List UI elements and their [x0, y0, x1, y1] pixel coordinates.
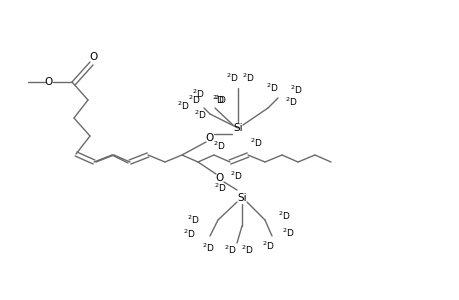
Text: Si: Si	[237, 193, 246, 203]
Text: O: O	[90, 52, 98, 62]
Text: O: O	[206, 133, 213, 143]
Text: $^{2}$D: $^{2}$D	[177, 100, 190, 112]
Text: $^{2}$D: $^{2}$D	[191, 88, 204, 100]
Text: $^{2}$D: $^{2}$D	[214, 182, 226, 194]
Text: $^{2}$D: $^{2}$D	[223, 244, 236, 256]
Text: O: O	[215, 173, 224, 183]
Text: $^{2}$D: $^{2}$D	[265, 82, 278, 94]
Text: $^{2}$D: $^{2}$D	[225, 72, 238, 84]
Text: O: O	[45, 77, 53, 87]
Text: $^{2}$D: $^{2}$D	[183, 228, 196, 240]
Text: $^{2}$D: $^{2}$D	[230, 170, 242, 182]
Text: $^{2}$D: $^{2}$D	[213, 140, 225, 152]
Text: $^{2}$D: $^{2}$D	[277, 210, 290, 222]
Text: $^{2}$D: $^{2}$D	[249, 137, 262, 149]
Text: $^{2}$D: $^{2}$D	[188, 94, 201, 106]
Text: Si: Si	[233, 123, 242, 133]
Text: $^{2}$D: $^{2}$D	[289, 84, 302, 96]
Text: $^{2}$D: $^{2}$D	[241, 72, 254, 84]
Text: $^{2}$D: $^{2}$D	[261, 240, 274, 252]
Text: $^{2}$D: $^{2}$D	[285, 96, 297, 108]
Text: $^{2}$D: $^{2}$D	[201, 242, 214, 254]
Text: $^{2}$D: $^{2}$D	[187, 214, 200, 226]
Text: $^{2}$D: $^{2}$D	[212, 94, 224, 106]
Text: $^{2}$D: $^{2}$D	[194, 109, 207, 121]
Text: $^{2}$D: $^{2}$D	[281, 227, 294, 239]
Text: $^{2}$D: $^{2}$D	[213, 94, 226, 106]
Text: $^{2}$D: $^{2}$D	[240, 244, 253, 256]
